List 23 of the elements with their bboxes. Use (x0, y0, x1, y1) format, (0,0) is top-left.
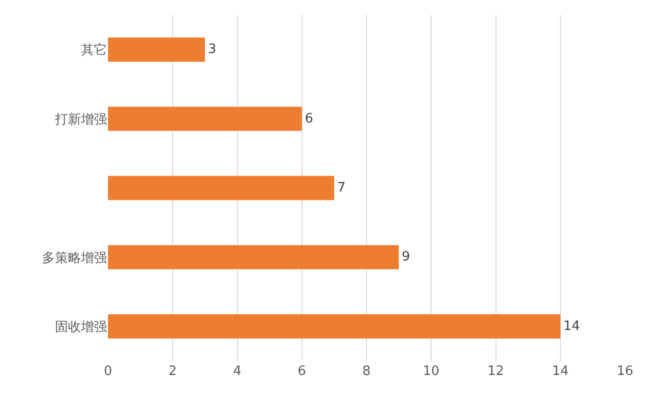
x-tick-label: 10 (422, 364, 440, 379)
data-label: 6 (304, 111, 314, 126)
y-tick-label: 固收增强 (55, 320, 107, 335)
x-tick-label: 14 (552, 364, 569, 379)
x-tick-label: 4 (233, 364, 242, 379)
bar (108, 245, 399, 270)
data-label: 14 (563, 318, 580, 334)
bar (108, 176, 334, 200)
x-tick-label: 2 (168, 364, 177, 379)
x-tick-label: 8 (362, 364, 371, 379)
x-tick-label: 6 (298, 364, 306, 379)
y-tick-label: 多策略增强 (42, 250, 107, 266)
data-label: 7 (337, 180, 346, 196)
x-tick-label: 12 (487, 364, 504, 379)
bar (108, 106, 302, 131)
x-tick-label: 0 (104, 364, 112, 379)
data-label: 9 (402, 250, 410, 265)
bar (108, 314, 560, 339)
data-label: 3 (208, 42, 216, 58)
bar (108, 37, 205, 62)
y-tick-label: 其它 (81, 42, 107, 58)
y-tick-label: 打新增强 (54, 112, 107, 128)
x-tick-label: 16 (616, 364, 634, 379)
